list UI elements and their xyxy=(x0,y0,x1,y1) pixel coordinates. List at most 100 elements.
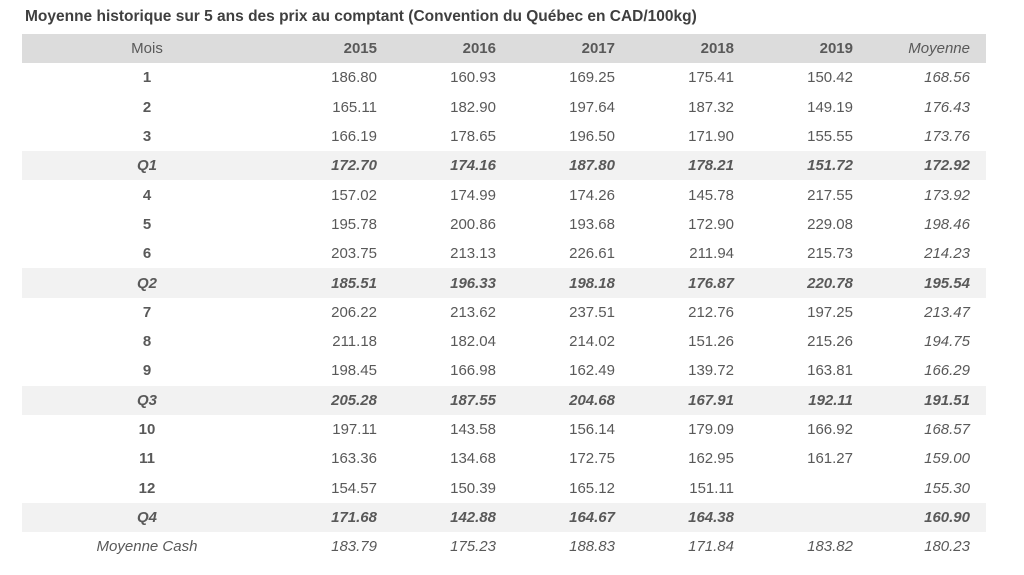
cell-q4-2015: 171.68 xyxy=(272,502,391,533)
row-label-5: 5 xyxy=(142,215,152,233)
table-row-7: 7 206.22 213.62 237.51 212.76 197.25 213.47 xyxy=(22,298,986,327)
table-row-12: 12 154.57 150.39 165.12 151.11 155.30 xyxy=(22,473,986,502)
table-row-10: 10 197.11 143.58 156.14 179.09 166.92 168.57 xyxy=(22,415,986,444)
column-header-2018: 2018 xyxy=(629,34,748,64)
row-label-3: 3 xyxy=(142,128,152,146)
cell-q1-2017: 187.80 xyxy=(510,151,629,181)
cell-5-2016: 200.86 xyxy=(450,215,496,233)
cell-6-2018: 211.94 xyxy=(689,245,734,263)
table-row-8: 8 211.18 182.04 214.02 151.26 215.26 194.75 xyxy=(22,327,986,356)
cell-q1-2015: 172.70 xyxy=(272,151,391,181)
cell-1-2017: 169.25 xyxy=(569,69,615,87)
cell-4-2019: 217.55 xyxy=(807,186,853,204)
cell-10-2017: 156.14 xyxy=(569,421,615,438)
cell-q4-2017: 164.67 xyxy=(510,502,629,533)
row-label-12: 12 xyxy=(138,479,156,497)
cell-q2-moyenne: 195.54 xyxy=(867,268,986,298)
table-header-row: Mois 2015 2016 2017 2018 2019 Moyenne xyxy=(22,34,986,64)
cell-q2-2016: 196.33 xyxy=(391,268,510,298)
cell-12-2017: 165.12 xyxy=(569,479,615,497)
row-label-8: 8 xyxy=(142,333,152,351)
cell-moyenne-cash-2017: 188.83 xyxy=(569,538,615,556)
row-label-7: 7 xyxy=(142,303,152,321)
table-row-q4: Q4 171.68 142.88 164.67 164.38 160.90 xyxy=(22,502,986,533)
cell-7-2018: 212.76 xyxy=(688,303,734,321)
table-row-11: 11 163.36 134.68 172.75 162.95 161.27 159.00 xyxy=(22,444,986,473)
cell-11-2019: 161.27 xyxy=(807,450,853,468)
table-row-1: 1 186.80 160.93 169.25 175.41 150.42 168.56 xyxy=(22,63,986,92)
cell-10-2015: 197.11 xyxy=(332,421,377,438)
cell-6-2015: 203.75 xyxy=(331,245,377,263)
cell-4-moyenne: 173.92 xyxy=(924,186,970,204)
cell-8-2016: 182.04 xyxy=(450,333,496,351)
cell-8-2015: 211.18 xyxy=(332,333,377,351)
cell-4-2015: 157.02 xyxy=(331,186,377,204)
cell-3-2017: 196.50 xyxy=(569,128,615,146)
cell-5-2017: 193.68 xyxy=(569,215,615,233)
row-label-q3: Q3 xyxy=(22,385,272,415)
cell-9-moyenne: 166.29 xyxy=(924,362,970,380)
cell-11-2017: 172.75 xyxy=(569,450,615,468)
cell-q3-2017: 204.68 xyxy=(510,385,629,415)
cell-5-moyenne: 198.46 xyxy=(924,215,970,233)
cell-q3-2019: 192.11 xyxy=(748,385,867,415)
row-label-moyenne-cash: Moyenne Cash xyxy=(96,538,198,556)
cell-q3-2015: 205.28 xyxy=(272,385,391,415)
cell-q1-2016: 174.16 xyxy=(391,151,510,181)
table-head: Mois 2015 2016 2017 2018 2019 Moyenne xyxy=(22,34,986,64)
cell-6-2017: 226.61 xyxy=(569,245,615,263)
cell-3-2015: 166.19 xyxy=(331,128,377,146)
cell-12-2016: 150.39 xyxy=(450,479,496,497)
column-header-mois: Mois xyxy=(22,34,272,64)
table-row-q1: Q1 172.70 174.16 187.80 178.21 151.72 172.92 xyxy=(22,151,986,181)
cell-7-moyenne: 213.47 xyxy=(924,303,970,321)
cell-3-moyenne: 173.76 xyxy=(924,128,970,146)
cell-q4-2016: 142.88 xyxy=(391,502,510,533)
cell-8-2019: 215.26 xyxy=(807,333,853,351)
table-row-3: 3 166.19 178.65 196.50 171.90 155.55 173.76 xyxy=(22,122,986,151)
cell-9-2019: 163.81 xyxy=(807,362,853,380)
cell-1-2016: 160.93 xyxy=(450,69,496,87)
page-title: Moyenne historique sur 5 ans des prix au… xyxy=(25,8,697,25)
cell-7-2015: 206.22 xyxy=(331,303,377,321)
table-row-6: 6 203.75 213.13 226.61 211.94 215.73 214.23 xyxy=(22,239,986,268)
cell-2-2016: 182.90 xyxy=(450,98,496,116)
cell-9-2016: 166.98 xyxy=(450,362,496,380)
cell-1-2015: 186.80 xyxy=(331,69,377,87)
cell-12-2015: 154.57 xyxy=(331,479,377,497)
table-row-9: 9 198.45 166.98 162.49 139.72 163.81 166.29 xyxy=(22,356,986,385)
cell-7-2019: 197.25 xyxy=(807,303,853,321)
table-row-2: 2 165.11 182.90 197.64 187.32 149.19 176.43 xyxy=(22,93,986,122)
cell-8-moyenne: 194.75 xyxy=(924,333,970,351)
cell-q2-2019: 220.78 xyxy=(748,268,867,298)
row-label-11: 11 xyxy=(139,450,155,468)
cell-6-moyenne: 214.23 xyxy=(924,245,970,263)
cell-q3-2016: 187.55 xyxy=(391,385,510,415)
cell-9-2015: 198.45 xyxy=(331,362,377,380)
cell-3-2018: 171.90 xyxy=(688,128,734,146)
row-label-6: 6 xyxy=(142,245,152,263)
cell-1-2019: 150.42 xyxy=(807,69,853,87)
cell-9-2017: 162.49 xyxy=(569,362,615,380)
cell-11-2016: 134.68 xyxy=(450,450,496,468)
column-header-2016: 2016 xyxy=(391,34,510,64)
cell-q3-2018: 167.91 xyxy=(629,385,748,415)
cell-moyenne-cash-2018: 171.84 xyxy=(688,538,734,556)
table-row-q2: Q2 185.51 196.33 198.18 176.87 220.78 195.54 xyxy=(22,268,986,298)
cell-5-2015: 195.78 xyxy=(331,215,377,233)
table-row-moyenne-cash: Moyenne Cash 183.79 175.23 188.83 171.84 183.… xyxy=(22,532,986,561)
cell-3-2019: 155.55 xyxy=(807,128,853,146)
cell-4-2017: 174.26 xyxy=(569,186,615,204)
cell-4-2016: 174.99 xyxy=(450,186,496,204)
column-header-2015: 2015 xyxy=(272,34,391,64)
table-body: 1 186.80 160.93 169.25 175.41 150.42 168.56 2 16… xyxy=(22,63,986,561)
cell-11-2015: 163.36 xyxy=(331,450,377,468)
cell-2-moyenne: 176.43 xyxy=(924,98,970,116)
cell-6-2016: 213.13 xyxy=(450,245,496,263)
cell-11-2018: 162.95 xyxy=(688,450,734,468)
cell-q2-2018: 176.87 xyxy=(629,268,748,298)
cell-q1-2018: 178.21 xyxy=(629,151,748,181)
cell-7-2016: 213.62 xyxy=(450,303,496,321)
cell-1-2018: 175.41 xyxy=(688,69,734,87)
